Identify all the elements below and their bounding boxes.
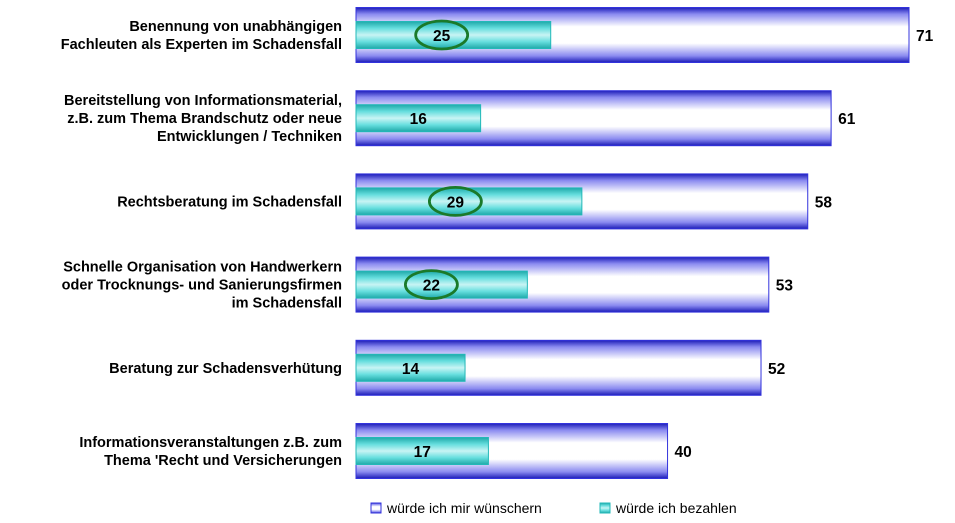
data-label-pay: 17 <box>414 444 431 461</box>
bar-pay <box>355 270 528 299</box>
data-label-pay: 22 <box>423 278 440 295</box>
legend-swatch <box>599 502 611 514</box>
bar-group: Schnelle Organisation von Handwerkern ode… <box>62 256 794 313</box>
category-label-line: z.B. zum Thema Brandschutz oder neue <box>67 111 342 127</box>
category-label-line: Entwicklungen / Techniken <box>157 129 342 145</box>
bar-group: Rechtsberatung im Schadensfall 58 29 <box>117 173 833 230</box>
bar-pay <box>355 437 489 465</box>
legend-label: würde ich bezahlen <box>615 500 737 516</box>
category-label-line: Beratung zur Schadensverhütung <box>109 361 342 377</box>
category-label-line: oder Trocknungs- und Sanierungsfirmen <box>62 278 342 294</box>
bar-group: Benennung von unabhängigen Fachleuten als… <box>61 7 934 63</box>
category-label-line: im Schadensfall <box>232 296 342 312</box>
category-label: Benennung von unabhängigen Fachleuten als… <box>61 19 342 53</box>
category-label: Beratung zur Schadensverhütung <box>109 361 342 377</box>
data-label-pay: 29 <box>447 194 465 211</box>
category-label: Rechtsberatung im Schadensfall <box>117 194 342 210</box>
data-label-wish: 58 <box>815 194 833 211</box>
bar-pay <box>355 353 466 382</box>
data-label-wish: 61 <box>838 111 856 128</box>
bar-group: Beratung zur Schadensverhütung 52 14 <box>109 339 785 396</box>
bar-pay <box>355 104 482 133</box>
category-label-line: Bereitstellung von Informationsmaterial, <box>64 93 342 109</box>
data-label-wish: 52 <box>768 361 785 378</box>
highlight-ellipse <box>403 269 459 301</box>
highlight-ellipse <box>414 19 470 51</box>
category-label-line: Benennung von unabhängigen <box>129 19 342 35</box>
category-label-line: Schnelle Organisation von Handwerkern <box>63 260 342 276</box>
legend-item: würde ich mir wünschern <box>370 500 542 516</box>
bar-pay <box>355 21 552 49</box>
category-label-line: Fachleuten als Experten im Schadensfall <box>61 37 342 53</box>
data-label-wish: 71 <box>916 28 934 45</box>
data-label-pay: 16 <box>410 111 428 128</box>
bar-group: Informationsveranstaltungen z.B. zum Them… <box>79 423 692 479</box>
category-label-line: Thema 'Recht und Versicherungen <box>104 453 342 469</box>
category-label-line: Rechtsberatung im Schadensfall <box>117 194 342 210</box>
legend-label: würde ich mir wünschern <box>386 500 542 516</box>
category-label: Bereitstellung von Informationsmaterial,… <box>64 93 342 145</box>
plot-area: Benennung von unabhängigen Fachleuten als… <box>61 7 934 479</box>
bar-group: Bereitstellung von Informationsmaterial,… <box>64 90 856 147</box>
category-label: Schnelle Organisation von Handwerkern ode… <box>62 260 342 312</box>
category-label-line: Informationsveranstaltungen z.B. zum <box>79 435 342 451</box>
legend-item: würde ich bezahlen <box>599 500 737 516</box>
data-label-wish: 40 <box>675 444 692 461</box>
bar-pay <box>355 187 583 216</box>
highlight-ellipse <box>427 185 483 217</box>
data-label-pay: 14 <box>402 361 420 378</box>
category-label: Informationsveranstaltungen z.B. zum Them… <box>79 435 342 469</box>
legend-swatch <box>370 502 382 514</box>
data-label-pay: 25 <box>433 28 451 45</box>
data-label-wish: 53 <box>776 278 794 295</box>
legend: würde ich mir wünschern würde ich bezahle… <box>370 500 737 516</box>
